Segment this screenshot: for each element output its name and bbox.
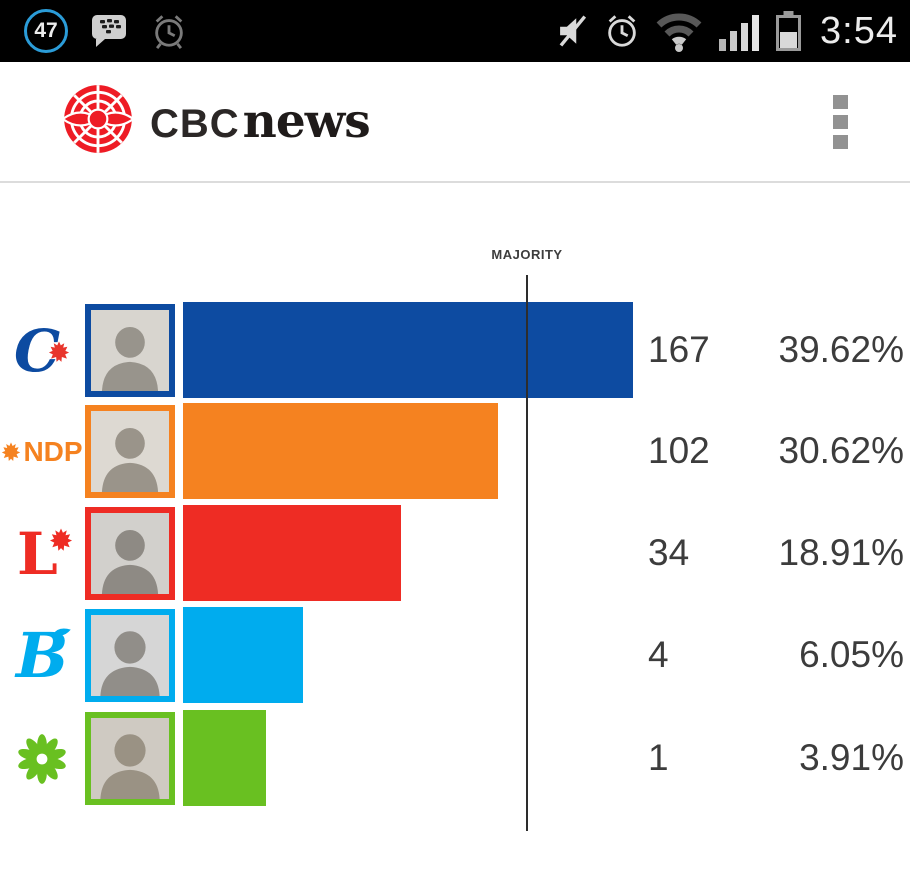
brand-cbc-text: CBC xyxy=(150,102,240,146)
app-header: CBC news xyxy=(0,62,910,183)
seat-count-conservative: 167 xyxy=(648,329,710,370)
leader-photo-elizabeth-may xyxy=(85,712,175,805)
notification-count-badge: 47 xyxy=(24,9,68,53)
status-bar: 47 xyxy=(0,0,910,62)
seat-bar-ndp xyxy=(183,403,498,499)
status-bar-right: 3:54 xyxy=(555,10,898,53)
majority-label: MAJORITY xyxy=(491,247,563,262)
leader-photo-tom-mulcair xyxy=(85,405,175,498)
battery-icon xyxy=(775,11,802,51)
seat-count-green: 1 xyxy=(648,737,669,778)
leader-photo-stephen-harper xyxy=(85,304,175,397)
leader-photo-mario-beaulieu xyxy=(85,609,175,702)
leader-photo-justin-trudeau xyxy=(85,507,175,600)
seat-count-bloc-quebecois: 4 xyxy=(648,634,669,675)
seat-count-ndp: 102 xyxy=(648,430,710,471)
seat-bar-bloc-quebecois xyxy=(183,607,303,703)
vote-share-green: 3.91% xyxy=(799,737,904,778)
party-row-green: 1 3.91% xyxy=(0,710,910,807)
cellular-signal-icon xyxy=(717,11,761,51)
brand-news-text: news xyxy=(242,94,371,149)
seat-projection-chart: MAJORITY C 167 39.62% NDP xyxy=(0,183,910,872)
ndp-party-logo-icon: NDP xyxy=(0,403,84,500)
wifi-icon xyxy=(655,10,703,52)
overflow-menu-icon[interactable] xyxy=(833,94,848,149)
bloc-quebecois-party-logo-icon: B xyxy=(0,607,84,704)
clock-time: 3:54 xyxy=(820,9,898,52)
alarm-clock-icon xyxy=(150,11,188,51)
cbc-gem-logo-icon xyxy=(60,83,136,160)
seat-bar-conservative xyxy=(183,302,633,398)
brand-wordmark: CBC news xyxy=(150,94,371,149)
seat-count-liberal: 34 xyxy=(648,532,690,573)
vote-share-conservative: 39.62% xyxy=(778,329,905,370)
vote-share-liberal: 18.91% xyxy=(778,532,905,573)
party-row-conservative: C 167 39.62% xyxy=(0,302,910,399)
vote-share-bloc-quebecois: 6.05% xyxy=(799,634,904,675)
party-row-liberal: L 34 18.91% xyxy=(0,505,910,602)
seat-bar-green xyxy=(183,710,266,806)
mute-icon xyxy=(555,13,589,49)
conservative-party-logo-icon: C xyxy=(0,302,84,399)
liberal-party-logo-icon: L xyxy=(0,505,84,602)
party-row-bloc-quebecois: B 4 6.05% xyxy=(0,607,910,704)
notification-count: 47 xyxy=(34,19,58,42)
seat-bar-liberal xyxy=(183,505,401,601)
party-row-ndp: NDP 102 30.62% xyxy=(0,403,910,500)
bbm-messenger-icon xyxy=(90,13,128,49)
green-party-logo-icon xyxy=(0,710,84,807)
alarm-icon xyxy=(603,11,641,51)
majority-threshold-line xyxy=(526,275,528,831)
vote-share-ndp: 30.62% xyxy=(778,430,905,471)
